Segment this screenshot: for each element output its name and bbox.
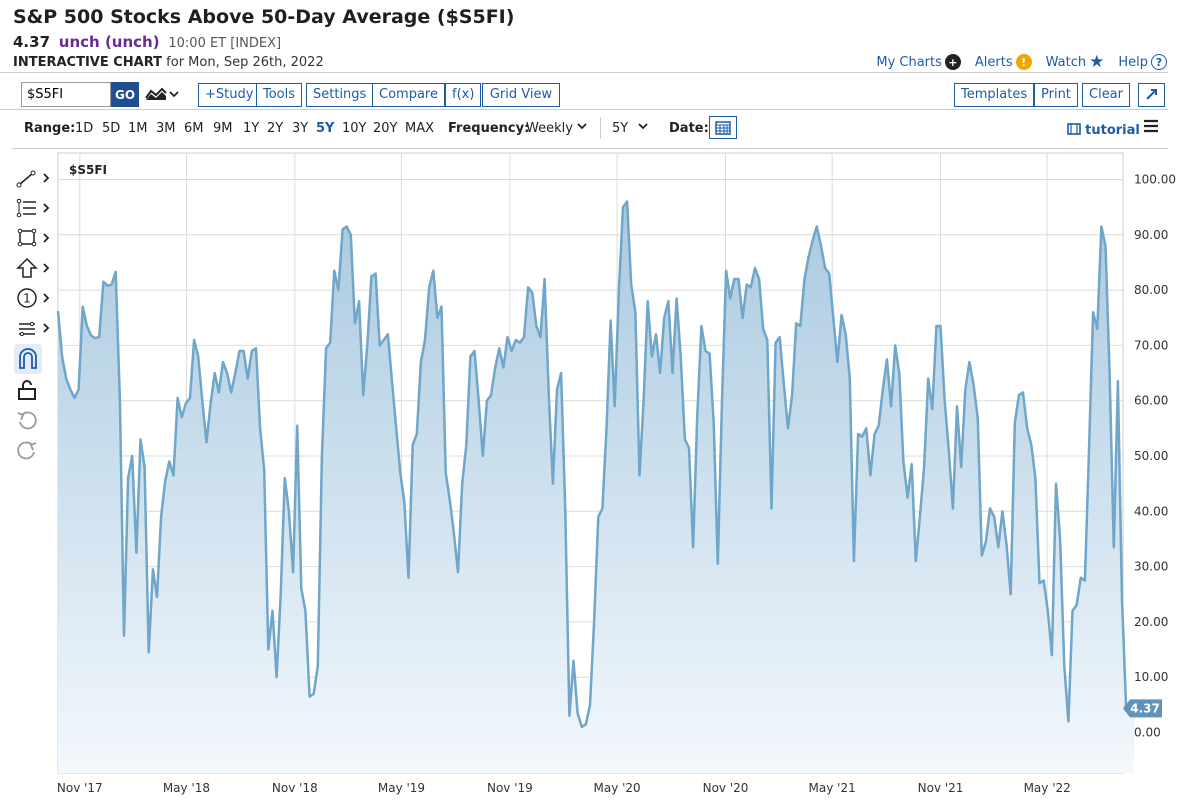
range-1m[interactable]: 1M [128, 121, 148, 136]
frequency-select[interactable]: Weekly [526, 121, 573, 136]
go-button[interactable]: GO [111, 82, 139, 107]
expand-icon [1146, 89, 1157, 100]
time-meta: 10:00 ET [INDEX] [168, 36, 282, 51]
date-label: Date: [669, 121, 709, 136]
channel-tool-icon[interactable] [14, 316, 54, 340]
last-value: 4.37 [13, 33, 51, 51]
change-value: unch (unch) [58, 33, 160, 51]
grid-view-button[interactable]: Grid View [482, 83, 560, 107]
film-icon [1067, 123, 1081, 135]
range-2y[interactable]: 2Y [267, 121, 284, 136]
menu-icon[interactable] [1143, 119, 1159, 137]
redo-icon[interactable] [14, 438, 54, 462]
range-10y[interactable]: 10Y [342, 121, 367, 136]
divider [600, 117, 601, 139]
magnet-icon[interactable] [14, 344, 42, 374]
range-label: Range: [24, 121, 76, 136]
range-max[interactable]: MAX [405, 121, 435, 136]
chart-type-icon[interactable] [145, 86, 179, 107]
range-6m[interactable]: 6M [184, 121, 204, 136]
chart-date-line: INTERACTIVE CHART for Mon, Sep 26th, 202… [13, 55, 324, 70]
lock-icon[interactable] [14, 378, 54, 402]
range-1y[interactable]: 1Y [243, 121, 260, 136]
plus-icon: + [944, 54, 961, 70]
my-charts-label: My Charts [876, 54, 942, 70]
line-tool-icon[interactable] [14, 166, 54, 190]
fib-tool-icon[interactable] [14, 196, 54, 220]
clear-button[interactable]: Clear [1082, 83, 1130, 107]
watch-label: Watch [1045, 54, 1087, 70]
alert-icon: ! [1015, 54, 1032, 70]
range-5y[interactable]: 5Y [316, 121, 335, 136]
arrow-tool-icon[interactable] [14, 256, 54, 280]
date-picker-button[interactable] [709, 116, 737, 139]
range-5d[interactable]: 5D [102, 121, 121, 136]
help-link[interactable]: Help ? [1118, 54, 1167, 70]
add-study-button[interactable]: +Study [198, 83, 261, 107]
range-1d[interactable]: 1D [75, 121, 94, 136]
top-links: My Charts + Alerts ! Watch ★ Help ? [876, 52, 1167, 72]
svg-text:1: 1 [23, 292, 31, 306]
settings-button[interactable]: Settings [306, 83, 374, 107]
period-select[interactable]: 5Y [612, 121, 629, 136]
calendar-icon [715, 121, 731, 135]
symbol-input[interactable] [21, 82, 111, 107]
range-3m[interactable]: 3M [156, 121, 176, 136]
page-title: S&P 500 Stocks Above 50-Day Average ($S5… [13, 6, 515, 28]
chart-date: for Mon, Sep 26th, 2022 [166, 55, 324, 70]
range-3y[interactable]: 3Y [292, 121, 309, 136]
frequency-chevron-icon[interactable] [576, 120, 588, 136]
compare-button[interactable]: Compare [372, 83, 445, 107]
rectangle-tool-icon[interactable] [14, 226, 54, 250]
tools-button[interactable]: Tools [256, 83, 303, 107]
period-chevron-icon[interactable] [637, 120, 649, 136]
alerts-label: Alerts [974, 54, 1013, 70]
tutorial-link[interactable]: tutorial [1067, 123, 1140, 138]
templates-button[interactable]: Templates [954, 83, 1035, 107]
annotation-tool-icon[interactable]: 1 [14, 286, 54, 310]
range-20y[interactable]: 20Y [373, 121, 398, 136]
toolbar [0, 72, 1168, 110]
function-button[interactable]: f(x) [445, 83, 482, 107]
quote-line: 4.37 unch (unch) 10:00 ET [INDEX] [13, 33, 281, 51]
undo-icon[interactable] [14, 408, 54, 432]
star-icon: ★ [1089, 52, 1105, 72]
chart-area [12, 148, 1168, 802]
interactive-chart-label: INTERACTIVE CHART [13, 55, 163, 70]
print-button[interactable]: Print [1034, 83, 1078, 107]
expand-button[interactable] [1138, 83, 1165, 107]
frequency-label: Frequency: [448, 121, 530, 136]
my-charts-link[interactable]: My Charts + [876, 54, 961, 70]
watch-link[interactable]: Watch ★ [1045, 52, 1105, 72]
tutorial-label: tutorial [1085, 123, 1140, 138]
help-label: Help [1118, 54, 1148, 70]
help-icon: ? [1151, 54, 1167, 70]
range-row: Range: 1D 5D 1M 3M 6M 9M 1Y 2Y 3Y 5Y 10Y… [0, 113, 1168, 145]
range-9m[interactable]: 9M [213, 121, 233, 136]
alerts-link[interactable]: Alerts ! [975, 54, 1032, 70]
